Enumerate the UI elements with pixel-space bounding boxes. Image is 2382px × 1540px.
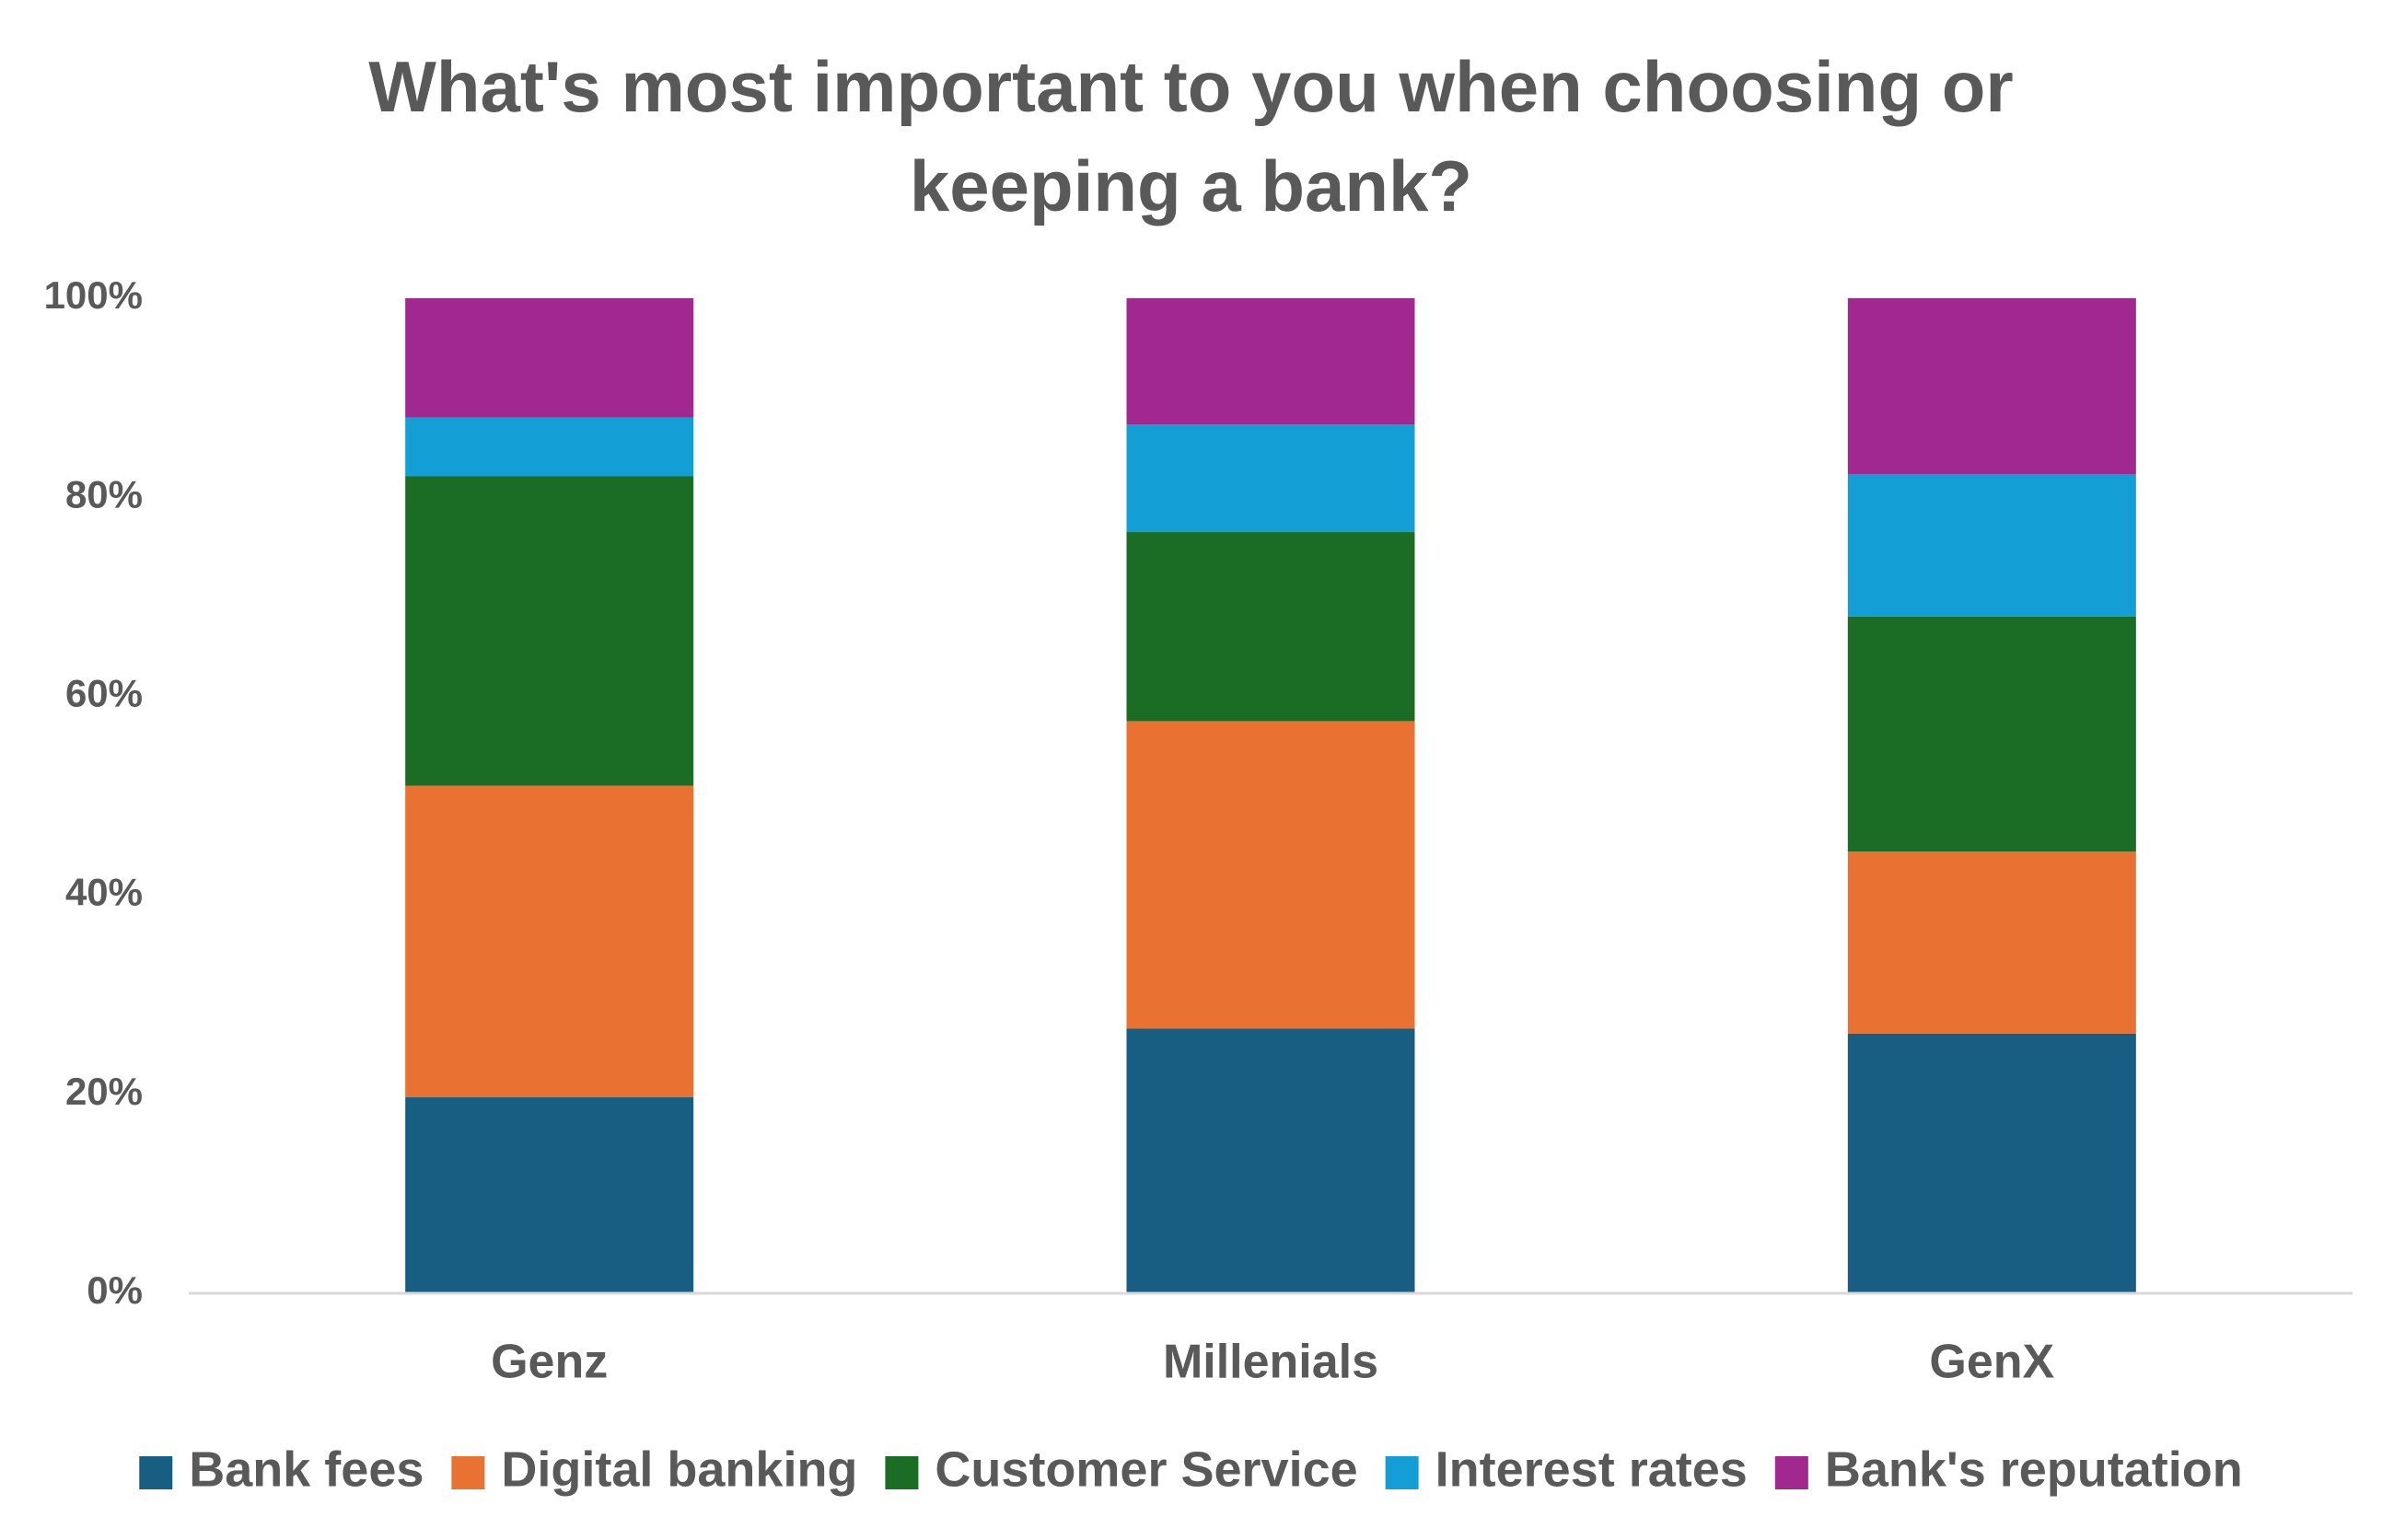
- y-tick-label: 20%: [65, 1070, 143, 1113]
- legend-label: Customer Service: [935, 1442, 1357, 1497]
- bar-segment: [405, 476, 694, 786]
- legend-item: Bank fees: [139, 1442, 424, 1497]
- legend-swatch: [139, 1456, 173, 1489]
- legend-item: Digital banking: [451, 1442, 857, 1497]
- legend-swatch: [1385, 1456, 1419, 1489]
- legend: Bank fees Digital banking Customer Service…: [139, 1442, 2243, 1497]
- bar-segment: [405, 417, 694, 477]
- legend-label: Interest rates: [1435, 1442, 1748, 1497]
- bar-segment: [1126, 721, 1415, 1029]
- legend-item: Customer Service: [885, 1442, 1358, 1497]
- bar-segment: [1847, 474, 2136, 617]
- legend-label: Digital banking: [501, 1442, 857, 1497]
- legend-swatch: [885, 1456, 919, 1489]
- bar-segment: [1847, 298, 2136, 475]
- legend-label: Bank's reputation: [1825, 1442, 2243, 1497]
- chart-title-line-1: What's most important to you when choosi…: [368, 46, 2014, 127]
- chart-title: What's most important to you when choosi…: [0, 37, 2382, 236]
- legend-swatch: [1774, 1456, 1808, 1489]
- bar-segment: [1847, 851, 2136, 1034]
- bar-segment: [1126, 532, 1415, 722]
- y-tick-label: 0%: [87, 1268, 143, 1312]
- bar-segment: [1126, 298, 1415, 425]
- x-tick-label: GenX: [1929, 1336, 2054, 1389]
- y-tick-label: 60%: [65, 671, 143, 714]
- x-tick-label: Millenials: [1163, 1336, 1378, 1389]
- legend-label: Bank fees: [189, 1442, 424, 1497]
- legend-item: Interest rates: [1385, 1442, 1748, 1497]
- bar-segment: [1847, 1033, 2136, 1293]
- legend-item: Bank's reputation: [1774, 1442, 2243, 1497]
- chart-title-line-2: keeping a bank?: [909, 145, 1473, 226]
- y-tick-label: 80%: [65, 472, 143, 515]
- x-tick-label: Genz: [491, 1336, 608, 1389]
- y-tick-label: 100%: [44, 273, 143, 317]
- bar-segment: [1126, 424, 1415, 533]
- y-tick-label: 40%: [65, 871, 143, 914]
- bar-segment: [405, 1097, 694, 1293]
- bar-segment: [405, 785, 694, 1098]
- bar-segment: [405, 298, 694, 418]
- legend-swatch: [451, 1456, 485, 1489]
- bar-segment: [1847, 616, 2136, 852]
- bar-segment: [1126, 1028, 1415, 1293]
